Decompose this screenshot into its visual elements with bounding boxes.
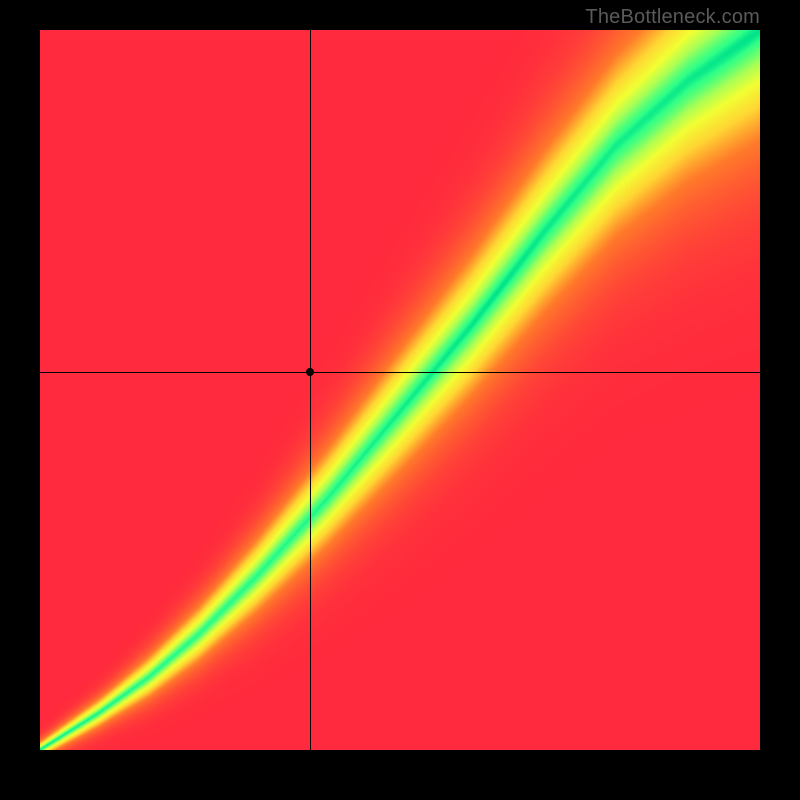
watermark-text: TheBottleneck.com (585, 6, 760, 29)
chart-container: TheBottleneck.com (0, 0, 800, 800)
heatmap-canvas (40, 30, 760, 750)
crosshair-horizontal (40, 372, 760, 373)
crosshair-marker (306, 368, 314, 376)
plot-area (40, 30, 760, 750)
crosshair-vertical (310, 30, 311, 750)
